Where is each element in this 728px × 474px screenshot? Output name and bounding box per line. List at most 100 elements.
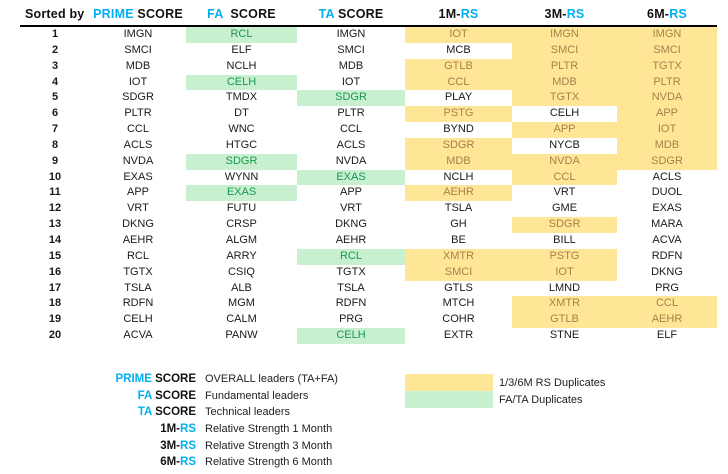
rank-label: 12	[48, 202, 62, 215]
ticker-cell: NYCB	[549, 138, 580, 151]
column-header-sorted-by: Sorted by	[25, 7, 85, 21]
ticker-cell: TMDX	[225, 91, 258, 104]
ticker-cell: ACLS	[336, 138, 366, 151]
column-header-3m-rs: 3M-RS	[512, 5, 617, 24]
label-part: SCORE	[133, 7, 183, 21]
label-part: 6M-	[647, 7, 670, 21]
label-part: RS	[460, 7, 479, 21]
ticker-cell: SDGR	[297, 90, 405, 107]
ticker-cell: GTLB	[405, 58, 512, 75]
rank-label: 5	[51, 91, 59, 104]
ticker-cell: AEHR	[335, 233, 367, 246]
legend-row-3m-rs: 3M-RS Relative Strength 3 Month	[20, 437, 338, 454]
column-header-6m-rs: 6M-RS	[617, 5, 717, 24]
ticker-cell: PANW	[225, 329, 258, 342]
ticker-cell: IOT	[512, 264, 617, 281]
rank-label: 14	[48, 233, 62, 246]
rank-label: 20	[48, 329, 62, 342]
ticker-cell: PSTG	[512, 248, 617, 265]
ticker-cell: COHR	[442, 313, 475, 326]
ticker-cell: ACVA	[123, 329, 153, 342]
ticker-cell: FUTU	[226, 202, 257, 215]
ticker-cell: AEHR	[617, 312, 717, 329]
swatch-label: 1/3/6M RS Duplicates	[499, 376, 606, 389]
ticker-cell: EXAS	[297, 169, 405, 186]
legend-label-3m-rs: 3M-RS	[20, 440, 196, 452]
label-part: PRIME	[115, 373, 152, 386]
ticker-cell: CCL	[339, 123, 362, 136]
label-part: SCORE	[151, 406, 196, 419]
label-part: RS	[180, 439, 196, 452]
ticker-cell: NCLH	[443, 170, 474, 183]
ticker-cell: APP	[617, 106, 717, 123]
swatch-row-yellow: 1/3/6M RS Duplicates	[405, 374, 605, 391]
ticker-cell: MTCH	[442, 297, 475, 310]
ticker-cell: ARRY	[226, 249, 257, 262]
ticker-cell: GH	[450, 218, 467, 231]
legend-row-6m-rs: 6M-RS Relative Strength 6 Month	[20, 454, 338, 471]
rank-label: 4	[51, 75, 59, 88]
legend-row-fa-score: FA SCORE Fundamental leaders	[20, 388, 338, 405]
ticker-cell: WNC	[228, 123, 255, 136]
ticker-cell: APP	[512, 122, 617, 138]
label-part: RS	[669, 7, 687, 21]
ticker-cell: PLTR	[617, 74, 717, 91]
ticker-cell: SDGR	[617, 153, 717, 170]
ticker-cell: IOT	[341, 75, 361, 88]
ticker-cell: MDB	[125, 59, 151, 72]
ticker-cell: EXAS	[652, 202, 682, 215]
ticker-cell: GTLS	[444, 281, 473, 294]
rank-label: 15	[48, 249, 62, 262]
ticker-cell: GME	[551, 202, 578, 215]
label-part: SCORE	[151, 389, 196, 402]
ticker-cell: CELH	[297, 328, 405, 344]
ticker-cell: RCL	[186, 27, 297, 43]
ticker-cell: NVDA	[122, 154, 154, 167]
ticker-cell: PSTG	[405, 106, 512, 123]
ticker-cell: GTLB	[512, 312, 617, 329]
ticker-cell: APP	[126, 186, 149, 199]
ticker-cell: AEHR	[122, 233, 154, 246]
ticker-cell: NVDA	[512, 153, 617, 170]
rank-label: 1	[51, 28, 59, 40]
ticker-cell: PLTR	[337, 107, 365, 120]
legend-label-6m-rs: 6M-RS	[20, 456, 196, 468]
rank-label: 9	[51, 154, 59, 167]
ticker-cell: EXTR	[443, 329, 474, 342]
ticker-cell: ELF	[656, 329, 678, 342]
ticker-cell: MCB	[446, 43, 471, 56]
ticker-cell: TSLA	[444, 202, 473, 215]
rank-label: 2	[51, 43, 59, 56]
ticker-cell: NVDA	[617, 90, 717, 107]
ticker-cell: MDB	[512, 74, 617, 91]
legend-label-1m-rs: 1M-RS	[20, 423, 196, 435]
legend-description: Relative Strength 3 Month	[205, 439, 333, 452]
ticker-cell: PLTR	[512, 58, 617, 75]
legend-row-ta-score: TA SCORE Technical leaders	[20, 404, 338, 421]
ticker-cell: IOT	[405, 27, 512, 43]
ticker-cell: TGTX	[617, 58, 717, 75]
swatch-row-green: FA/TA Duplicates	[405, 391, 605, 408]
label-part: PRIME	[93, 7, 134, 21]
ticker-cell: ELF	[231, 43, 252, 56]
label-part: 6M-	[160, 456, 181, 469]
legend-label-fa-score: FA SCORE	[20, 390, 196, 402]
column-header-prime-score: PRIME SCORE	[90, 5, 186, 24]
label-part: TA	[137, 406, 152, 419]
legend-label-ta-score: TA SCORE	[20, 406, 196, 418]
ticker-cell: RCL	[126, 249, 149, 262]
ticker-cell: RDFN	[335, 297, 367, 310]
ticker-cell: SMCI	[512, 42, 617, 59]
ticker-cell: PLAY	[444, 91, 473, 104]
ticker-cell: ACLS	[123, 138, 153, 151]
ticker-cell: XMTR	[405, 248, 512, 265]
ticker-cell: SMCI	[337, 43, 365, 56]
rank-label: 10	[48, 170, 62, 183]
ticker-cell: MDB	[405, 153, 512, 170]
ticker-cell: MARA	[651, 218, 683, 231]
column-header-fa-score: FA SCORE	[186, 5, 297, 24]
label-part: 1M-	[160, 423, 181, 436]
label-part: RS	[566, 7, 585, 21]
ticker-cell: BILL	[553, 233, 576, 246]
